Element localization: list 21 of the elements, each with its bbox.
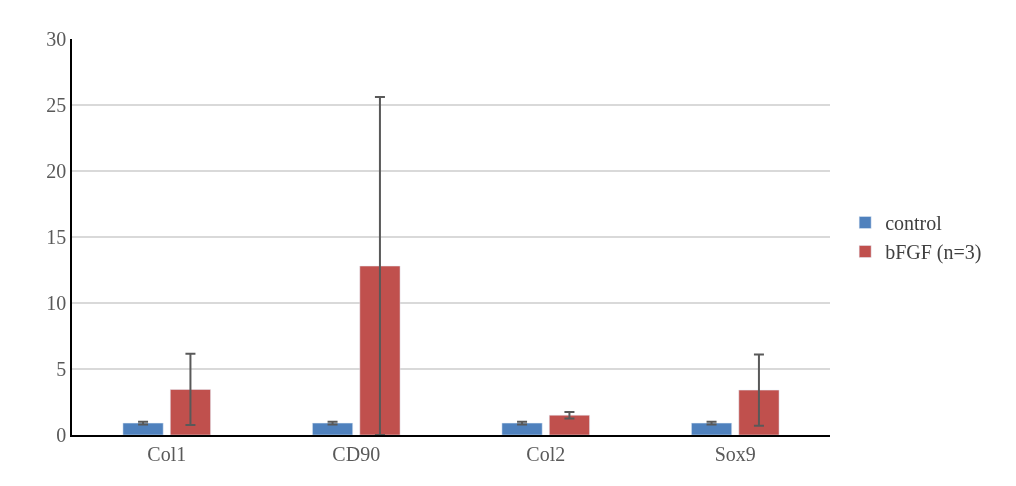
bar: [501, 422, 543, 435]
y-tick-label: 15: [46, 226, 67, 248]
x-tick-label: Col1: [147, 443, 187, 465]
y-tick-label: 0: [56, 424, 67, 446]
y-tick-label: 25: [46, 94, 67, 116]
bar: [122, 422, 164, 435]
bar: [359, 265, 401, 435]
bar: [691, 422, 732, 435]
y-tick-label: 20: [46, 160, 67, 182]
y-tick-label: 10: [46, 292, 67, 314]
bar: [170, 389, 211, 435]
legend-label: bFGF (n=3): [885, 241, 982, 265]
x-tick-label: Sox9: [714, 443, 756, 465]
bar: [312, 422, 353, 435]
legend-label: control: [885, 212, 943, 235]
x-tick-label: Col2: [526, 443, 566, 465]
x-tick-label: CD90: [332, 443, 381, 465]
y-tick-label: 5: [56, 358, 67, 380]
y-tick-label: 30: [46, 28, 67, 50]
bar: [549, 414, 590, 435]
bar: [738, 389, 780, 435]
